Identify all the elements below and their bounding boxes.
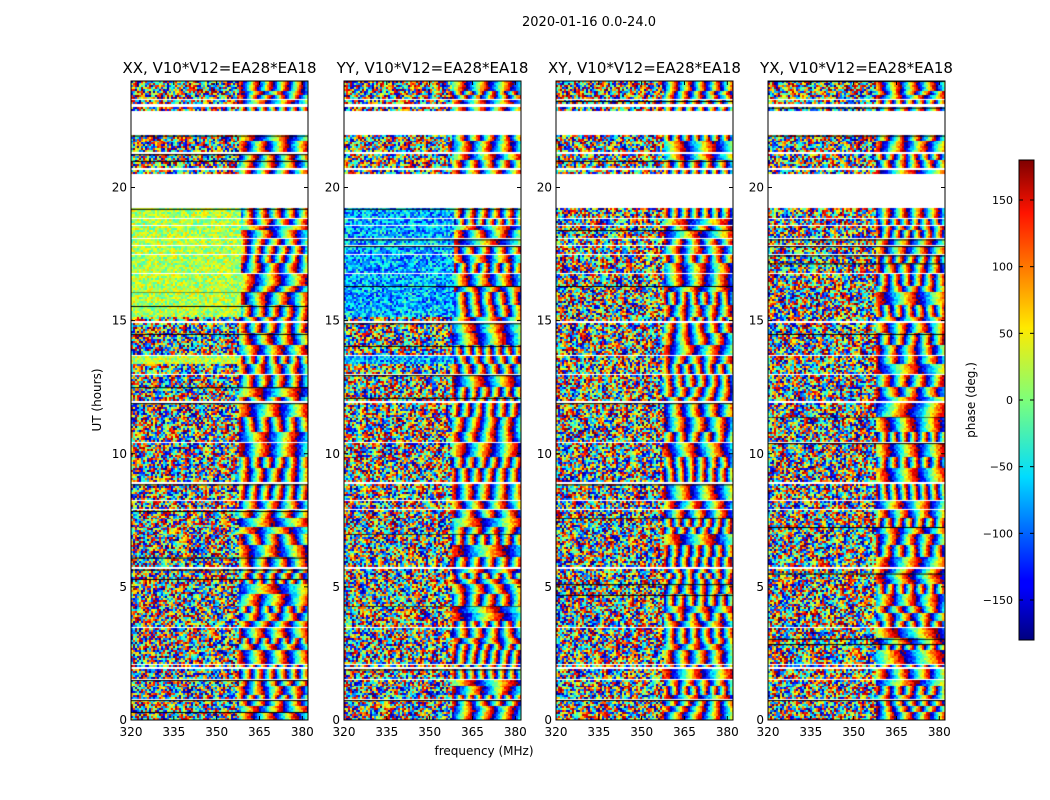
x-tick-label: 380	[928, 725, 951, 739]
x-tick-label: 350	[630, 725, 653, 739]
panel-xx: XX, V10*V12=EA28*EA18 320 335 350 365 380 0 5 10…	[112, 59, 317, 739]
x-tick-label: 350	[842, 725, 865, 739]
y-tick-label: 0	[119, 713, 127, 727]
panel-frame	[555, 80, 734, 721]
panel-title: XX, V10*V12=EA28*EA18	[122, 59, 316, 77]
x-tick-label: 320	[757, 725, 780, 739]
x-tick-label: 365	[248, 725, 271, 739]
y-tick-label: 20	[749, 181, 764, 195]
y-tick-label: 10	[749, 447, 764, 461]
colorbar-tick-label: 0	[1006, 394, 1013, 407]
panel-title: XY, V10*V12=EA28*EA18	[548, 59, 741, 77]
phase-heatmap	[556, 81, 733, 720]
x-tick-label: 380	[716, 725, 739, 739]
y-tick-label: 20	[325, 181, 340, 195]
x-tick-label: 335	[587, 725, 610, 739]
y-axis-label: UT (hours)	[90, 368, 104, 431]
colorbar: −150 −100 −50 0 50 100 150 phase (deg.)	[964, 159, 1035, 641]
colorbar-tick-label: 50	[999, 327, 1013, 340]
phase-heatmap	[344, 81, 521, 720]
colorbar-tick-label: 100	[992, 261, 1013, 274]
y-tick-label: 15	[537, 314, 552, 328]
colorbar-ticks: −150 −100 −50 0 50 100 150	[983, 194, 1034, 607]
colorbar-tick-label: 150	[992, 194, 1013, 207]
x-tick-label: 350	[418, 725, 441, 739]
y-tick-label: 15	[325, 314, 340, 328]
colorbar-label: phase (deg.)	[964, 362, 978, 438]
phase-heatmap-canvas	[768, 81, 945, 720]
y-tick-label: 15	[112, 314, 127, 328]
y-tick-label: 0	[756, 713, 764, 727]
y-tick-label: 15	[749, 314, 764, 328]
y-tick-label: 20	[537, 181, 552, 195]
panel-frame	[130, 80, 309, 721]
y-tick-label: 0	[544, 713, 552, 727]
colorbar-tick-label: −150	[983, 594, 1013, 607]
panel-title: YX, V10*V12=EA28*EA18	[759, 59, 953, 77]
x-axis-label: frequency (MHz)	[434, 744, 533, 758]
x-tick-label: 350	[205, 725, 228, 739]
y-tick-label: 5	[756, 580, 764, 594]
y-tick-label: 20	[112, 181, 127, 195]
colorbar-tick-label: −50	[990, 461, 1013, 474]
phase-heatmap	[131, 81, 308, 720]
x-tick-label: 365	[461, 725, 484, 739]
x-tick-label: 380	[291, 725, 314, 739]
x-tick-label: 320	[545, 725, 568, 739]
figure-title: 2020-01-16 0.0-24.0	[522, 15, 656, 30]
y-tick-label: 10	[537, 447, 552, 461]
y-tick-label: 5	[332, 580, 340, 594]
phase-heatmap-canvas	[556, 81, 733, 720]
x-tick-label: 365	[885, 725, 908, 739]
panel-group: XX, V10*V12=EA28*EA18 320 335 350 365 380 0 5 10…	[112, 59, 953, 739]
y-tick-label: 10	[325, 447, 340, 461]
panel-frame	[343, 80, 522, 721]
panel-title: YY, V10*V12=EA28*EA18	[336, 59, 529, 77]
y-tick-label: 10	[112, 447, 127, 461]
x-tick-label: 335	[799, 725, 822, 739]
x-tick-label: 320	[333, 725, 356, 739]
panel-frame	[767, 80, 946, 721]
phase-heatmap-canvas	[131, 81, 308, 720]
x-tick-label: 335	[162, 725, 185, 739]
y-tick-label: 0	[332, 713, 340, 727]
x-tick-label: 380	[504, 725, 527, 739]
phase-heatmap-canvas	[344, 81, 521, 720]
x-tick-label: 365	[673, 725, 696, 739]
phase-heatmap	[768, 81, 945, 720]
colorbar-tick-label: −100	[983, 527, 1013, 540]
panel-yy: YY, V10*V12=EA28*EA18 320 335 350 365 380 0 5 10…	[325, 59, 529, 739]
x-tick-label: 320	[120, 725, 143, 739]
panel-xy: XY, V10*V12=EA28*EA18 320 335 350 365 380 0 5 10…	[537, 59, 741, 739]
panel-yx: YX, V10*V12=EA28*EA18 320 335 350 365 380 0 5 10…	[749, 59, 953, 739]
y-tick-label: 5	[119, 580, 127, 594]
y-tick-label: 5	[544, 580, 552, 594]
x-tick-label: 335	[375, 725, 398, 739]
